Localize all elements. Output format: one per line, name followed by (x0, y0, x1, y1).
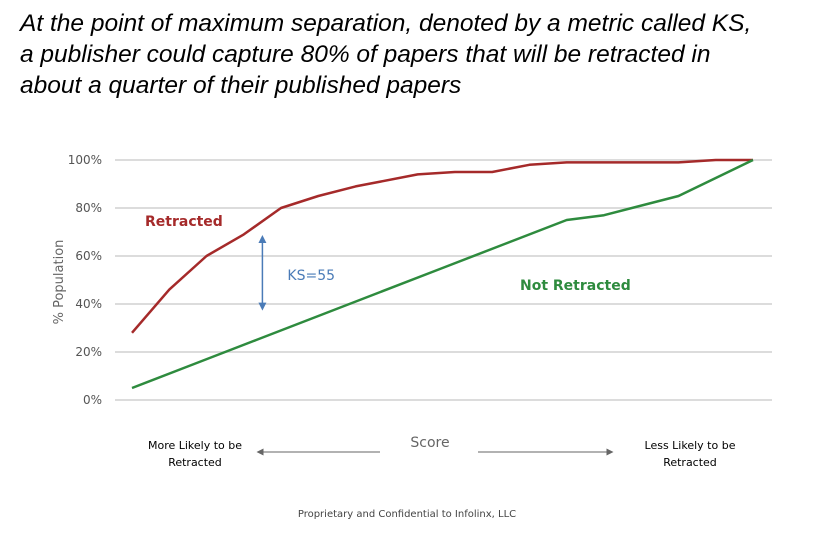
footer-confidential: Proprietary and Confidential to Infolinx… (297, 509, 517, 520)
series-line-retracted (131, 158, 753, 334)
x-axis-label: Score (410, 435, 449, 451)
series-lines (131, 158, 754, 390)
headline-line-2: a publisher could capture 80% of papers … (20, 41, 711, 68)
headline: At the point of maximum separation, deno… (20, 8, 800, 101)
x-right-label: Less Likely to be Retracted (644, 439, 736, 469)
y-tick-labels: 0% 20% 40% 60% 80% 100% (68, 153, 102, 407)
gridlines (115, 159, 772, 401)
headline-line-3: about a quarter of their published paper… (20, 72, 462, 99)
y-tick-label: 0% (83, 393, 102, 407)
y-axis-label: % Population (52, 240, 67, 325)
series-label-not-retracted: Not Retracted (520, 278, 631, 294)
series-label-retracted: Retracted (145, 214, 223, 230)
x-left-label: More Likely to be Retracted (147, 439, 243, 469)
headline-line-1: At the point of maximum separation, deno… (20, 10, 752, 37)
y-tick-label: 100% (68, 153, 102, 167)
y-tick-label: 40% (75, 297, 102, 311)
ks-annotation: KS=55 (258, 235, 335, 311)
y-tick-label: 60% (75, 249, 102, 263)
series-line-not-retracted (131, 158, 754, 390)
ks-label: KS=55 (287, 268, 335, 284)
y-tick-label: 20% (75, 345, 102, 359)
y-tick-label: 80% (75, 201, 102, 215)
